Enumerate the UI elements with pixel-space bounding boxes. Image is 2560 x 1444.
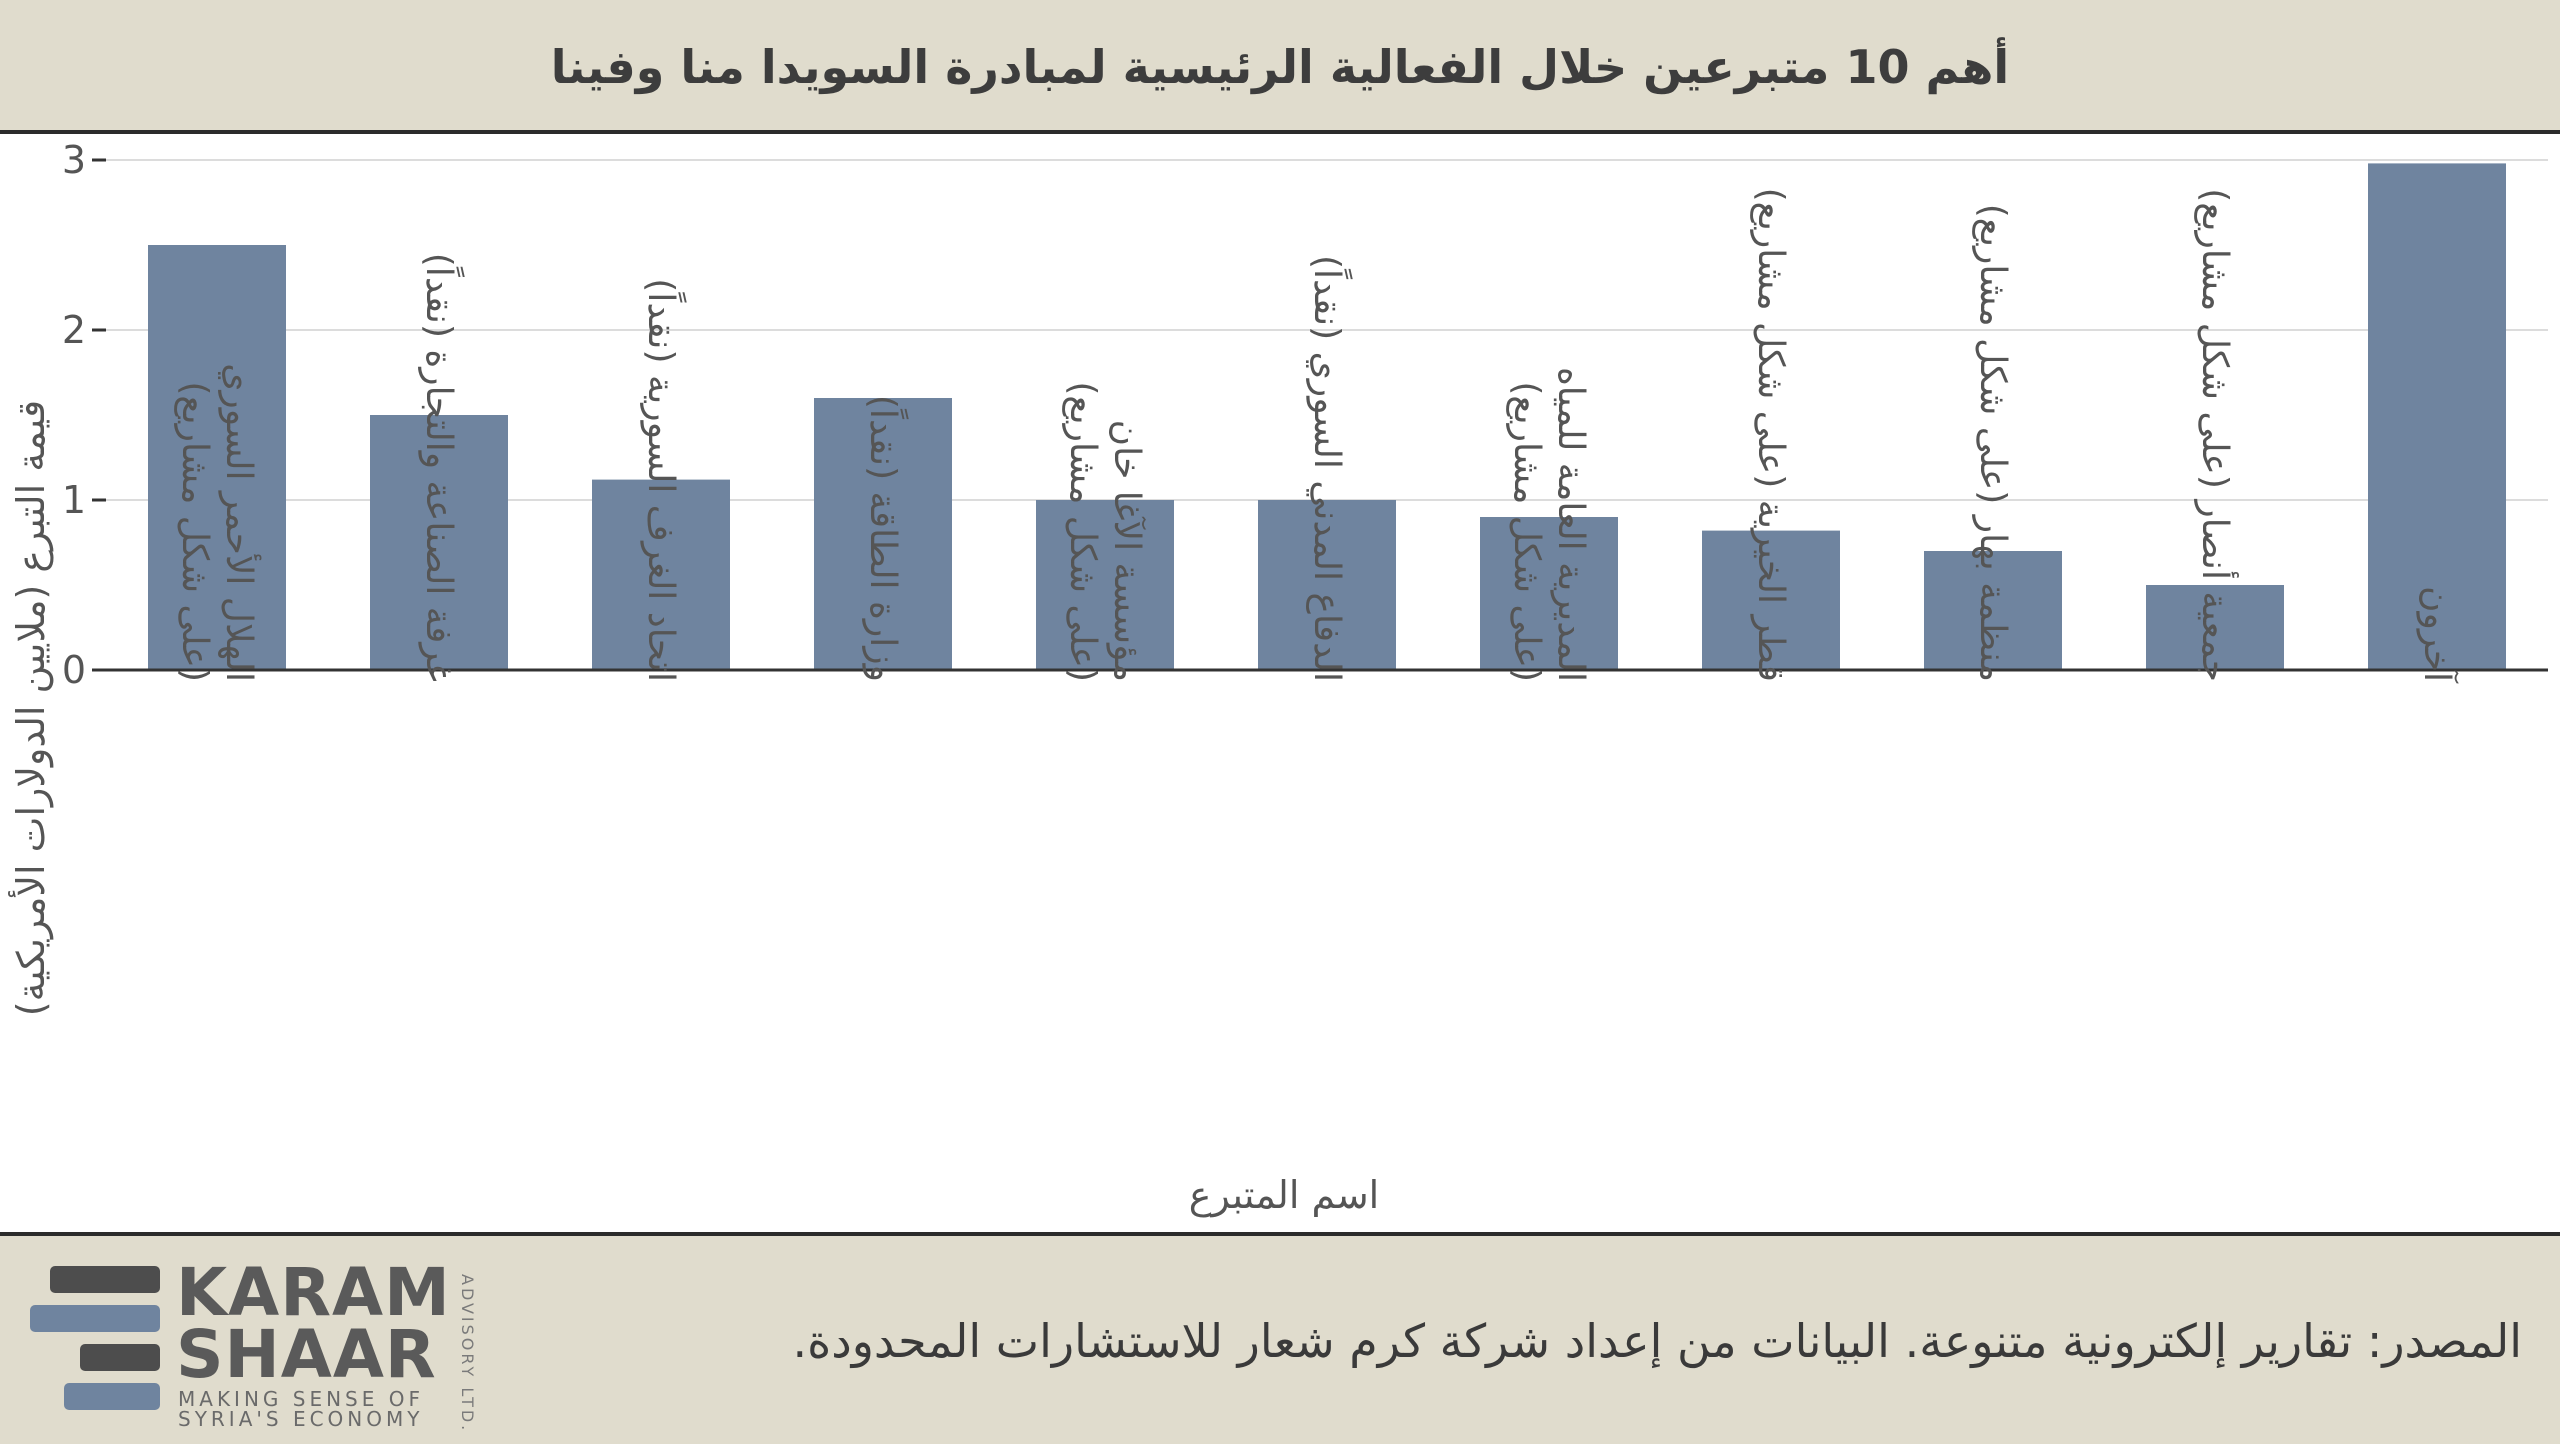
logo-word-shaar: SHAAR	[176, 1316, 437, 1393]
footer: KARAM SHAAR MAKING SENSE OF SYRIA'S ECON…	[0, 1232, 2560, 1444]
category-label: آخرون	[2416, 586, 2460, 684]
category-label: جمعية أنصار (على شكل مشاريع)	[2194, 188, 2239, 682]
bar	[1258, 500, 1396, 670]
bar	[2146, 585, 2284, 670]
logo-word-karam: KARAM	[176, 1254, 451, 1331]
category-labels: الهلال الأحمر السوري(على شكل مشاريع) غرفة…	[174, 188, 2460, 684]
y-axis-title: قيمة التبرع (ملايين الدولارات الأمريكية)	[7, 400, 54, 1016]
chart-header: أهم 10 متبرعين خلال الفعالية الرئيسية لم…	[0, 0, 2560, 134]
x-axis-title: اسم المتبرع	[1189, 1173, 1379, 1218]
category-label: قطر الخيرية (على شكل مشاريع)	[1750, 188, 1791, 682]
bar	[1480, 517, 1618, 670]
bar	[2368, 163, 2506, 670]
category-label: المديرية العامة للمياه(على شكل مشاريع)	[1506, 367, 1591, 682]
logo-bar-2	[30, 1305, 160, 1332]
bar	[1924, 551, 2062, 670]
logo-tagline-2: SYRIA'S ECONOMY	[178, 1407, 424, 1431]
bar	[148, 245, 286, 670]
bar	[1036, 500, 1174, 670]
logo-bar-1	[50, 1266, 160, 1293]
logo-bar-3	[80, 1344, 160, 1371]
category-label: غرفة الصناعة والتجارة (نقداً)	[418, 253, 465, 682]
category-label: اتحاد الغرف السورية (نقداً)	[640, 278, 687, 682]
karam-shaar-logo: KARAM SHAAR MAKING SENSE OF SYRIA'S ECON…	[28, 1260, 488, 1433]
bar-chart: 0 1 2 3 الهلال الأحمر السوري(على شكل مشاريع…	[7, 138, 2548, 1218]
category-label: وزارة الطاقة (نقداً)	[862, 395, 909, 682]
category-label: مؤسسة الآغا خان(على شكل مشاريع)	[1062, 381, 1147, 682]
bar	[1702, 530, 1840, 670]
axes: 0 1 2 3	[62, 138, 2548, 692]
chart-title: أهم 10 متبرعين خلال الفعالية الرئيسية لم…	[550, 40, 2010, 94]
logo-bar-4	[64, 1383, 160, 1410]
y-tick-label: 1	[62, 478, 86, 522]
y-tick-label: 0	[62, 648, 86, 692]
category-label: منظمة بهار (على شكل مشاريع)	[1972, 204, 2013, 682]
bar	[814, 398, 952, 670]
bar	[370, 415, 508, 670]
y-tick-label: 2	[62, 308, 86, 352]
category-label: الدفاع المدني السوري (نقداً)	[1306, 255, 1353, 682]
source-note: المصدر: تقارير إلكترونية متنوعة. البيانا…	[792, 1314, 2522, 1368]
logo-tagline-1: MAKING SENSE OF	[178, 1387, 424, 1411]
logo-side-text: ADVISORY LTD.	[458, 1274, 477, 1434]
bar	[592, 479, 730, 670]
y-tick-label: 3	[62, 138, 86, 182]
bars	[148, 163, 2506, 670]
category-label: الهلال الأحمر السوري(على شكل مشاريع)	[174, 363, 262, 682]
